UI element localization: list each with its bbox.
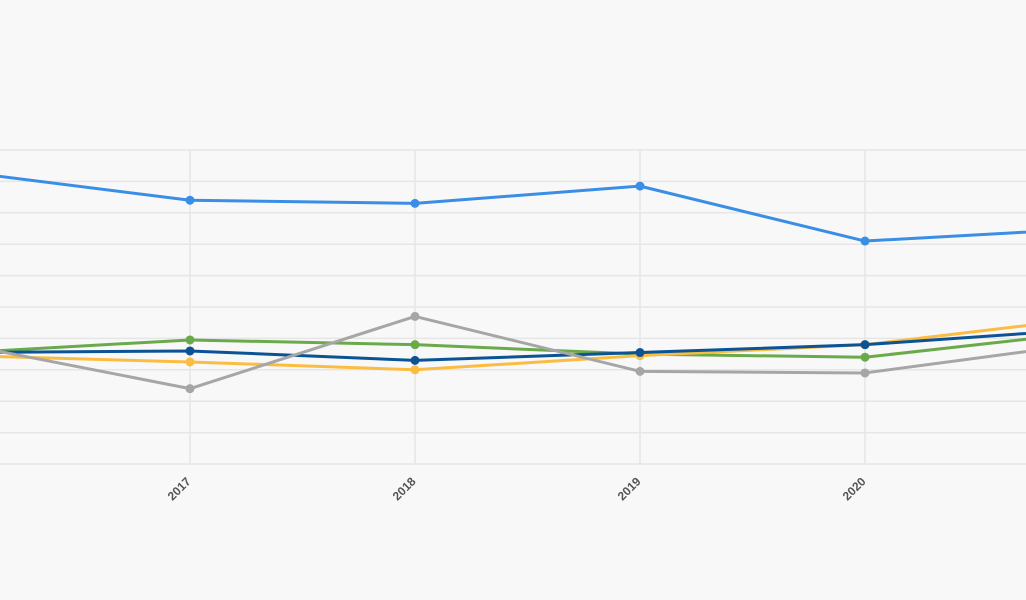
series-line xyxy=(0,331,1026,362)
series-line xyxy=(0,174,1026,243)
data-point[interactable] xyxy=(185,384,195,394)
x-tick-label: 2018 xyxy=(390,474,419,503)
data-point[interactable] xyxy=(185,195,195,205)
x-tick-label: 2019 xyxy=(615,474,644,503)
series-line xyxy=(0,337,1026,359)
data-point[interactable] xyxy=(860,236,870,246)
data-point[interactable] xyxy=(410,355,420,365)
series-layer xyxy=(0,174,1026,394)
data-point[interactable] xyxy=(185,357,195,367)
data-point[interactable] xyxy=(185,335,195,345)
data-point[interactable] xyxy=(860,340,870,350)
series-1 xyxy=(0,174,1026,246)
data-point[interactable] xyxy=(635,181,645,191)
data-point[interactable] xyxy=(185,346,195,356)
x-tick-label: 2020 xyxy=(840,474,869,503)
data-point[interactable] xyxy=(410,365,420,375)
series-line xyxy=(0,314,1026,391)
data-point[interactable] xyxy=(410,198,420,208)
series-3 xyxy=(0,324,1026,375)
x-tick-label: 2017 xyxy=(165,474,194,503)
data-point[interactable] xyxy=(410,340,420,350)
series-line xyxy=(0,324,1026,372)
x-axis: 2017 2018 2019 2020 xyxy=(165,474,869,503)
data-point[interactable] xyxy=(635,348,645,358)
data-point[interactable] xyxy=(860,352,870,362)
data-point[interactable] xyxy=(860,368,870,378)
series-5 xyxy=(0,311,1026,394)
data-point[interactable] xyxy=(635,366,645,376)
series-4 xyxy=(0,331,1026,365)
data-point[interactable] xyxy=(410,311,420,321)
